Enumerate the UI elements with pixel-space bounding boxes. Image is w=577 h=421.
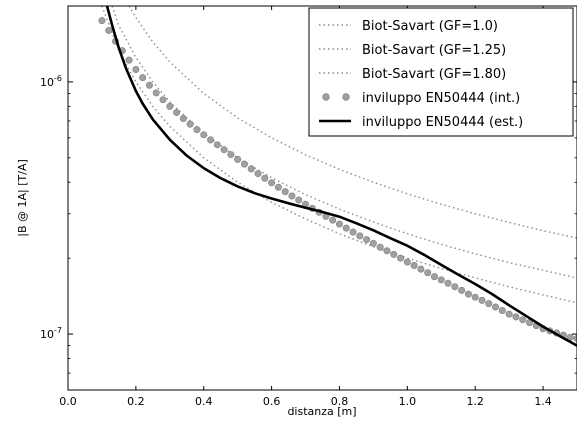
data-point [383, 247, 391, 255]
series-1 [101, 6, 577, 304]
data-point [295, 196, 303, 204]
y-tick-label: 10-7 [40, 326, 62, 341]
legend-label: inviluppo EN50444 (est.) [362, 115, 523, 130]
data-point [288, 192, 296, 200]
series-line [101, 6, 577, 304]
series-line [105, 6, 577, 347]
legend-marker [342, 93, 350, 101]
data-point [186, 120, 194, 128]
data-point [213, 141, 221, 149]
x-tick-label: 1.2 [466, 395, 484, 408]
data-point [200, 131, 208, 139]
data-point [356, 232, 364, 240]
data-point [166, 102, 174, 110]
data-point [98, 17, 106, 25]
series-3 [128, 6, 577, 239]
data-point [227, 151, 235, 159]
data-point [471, 293, 479, 301]
data-point [437, 276, 445, 284]
data-point [207, 136, 215, 144]
data-point [342, 224, 350, 232]
series-4 [98, 17, 577, 343]
data-point [254, 170, 262, 178]
series-line [128, 6, 577, 239]
data-point [335, 220, 343, 228]
legend-label: Biot-Savart (GF=1.0) [362, 19, 498, 34]
legend-entry: Biot-Savart (GF=1.25) [319, 43, 506, 58]
legend-frame [308, 7, 574, 137]
legend-entry: inviluppo EN50444 (int.) [322, 91, 520, 106]
series-5 [105, 6, 577, 347]
legend-entry: Biot-Savart (GF=1.0) [319, 19, 498, 34]
axes-layer: 0.0 0.2 0.4 0.6 0.8 1.0 1.2 1.4 10-6 10-7 [40, 5, 577, 408]
data-point [444, 279, 452, 287]
data-point [424, 269, 432, 277]
data-point [397, 254, 405, 262]
data-point [179, 114, 187, 122]
legend-label: Biot-Savart (GF=1.80) [362, 67, 506, 82]
data-point [430, 273, 438, 281]
data-point [240, 160, 248, 168]
data-point [105, 26, 113, 34]
legend-marker [322, 93, 330, 101]
series-layer [98, 6, 577, 347]
plot-frame [67, 5, 577, 391]
legend-entry: Biot-Savart (GF=1.80) [319, 67, 506, 82]
series-line [111, 6, 577, 279]
data-point [125, 56, 133, 64]
data-point [132, 66, 140, 74]
data-point [458, 286, 466, 294]
data-point [505, 310, 513, 318]
x-tick-label: 0.6 [263, 395, 281, 408]
data-point [492, 303, 500, 311]
legend-label: inviluppo EN50444 (int.) [362, 91, 520, 106]
data-point [376, 243, 384, 251]
series-2 [111, 6, 577, 279]
data-point [369, 239, 377, 247]
data-point [193, 126, 201, 134]
data-point [145, 81, 153, 89]
data-point [247, 165, 255, 173]
x-tick-label: 0.0 [59, 395, 77, 408]
legend-entry: inviluppo EN50444 (est.) [319, 115, 523, 130]
x-tick-label: 0.4 [195, 395, 213, 408]
data-point [485, 300, 493, 308]
data-point [498, 306, 506, 314]
data-point [159, 96, 167, 104]
y-axis-label: |B @ 1A| [T/A] [16, 159, 29, 237]
x-tick-label: 0.2 [127, 395, 145, 408]
data-point [464, 290, 472, 298]
data-point [220, 146, 228, 154]
data-point [390, 250, 398, 258]
data-point [281, 188, 289, 196]
data-point [139, 74, 147, 82]
data-point [329, 216, 337, 224]
data-point [363, 236, 371, 244]
data-point [349, 228, 357, 236]
data-point [173, 109, 181, 117]
y-tick-label: 10-6 [40, 74, 62, 89]
x-tick-label: 1.4 [534, 395, 552, 408]
legend: Biot-Savart (GF=1.0) Biot-Savart (GF=1.25… [308, 7, 574, 137]
data-point [519, 316, 527, 324]
data-point [234, 155, 242, 163]
legend-label: Biot-Savart (GF=1.25) [362, 43, 506, 58]
x-tick-label: 1.0 [399, 395, 417, 408]
data-point [451, 283, 459, 291]
data-point [403, 258, 411, 266]
data-point [478, 296, 486, 304]
x-tick-label: 0.8 [331, 395, 349, 408]
data-point [152, 89, 160, 97]
data-point [268, 179, 276, 187]
x-axis-label: distanza [m] [287, 405, 356, 418]
data-point [261, 174, 269, 182]
data-point [512, 313, 520, 321]
data-point [417, 265, 425, 273]
data-point [410, 262, 418, 270]
data-point [274, 183, 282, 191]
